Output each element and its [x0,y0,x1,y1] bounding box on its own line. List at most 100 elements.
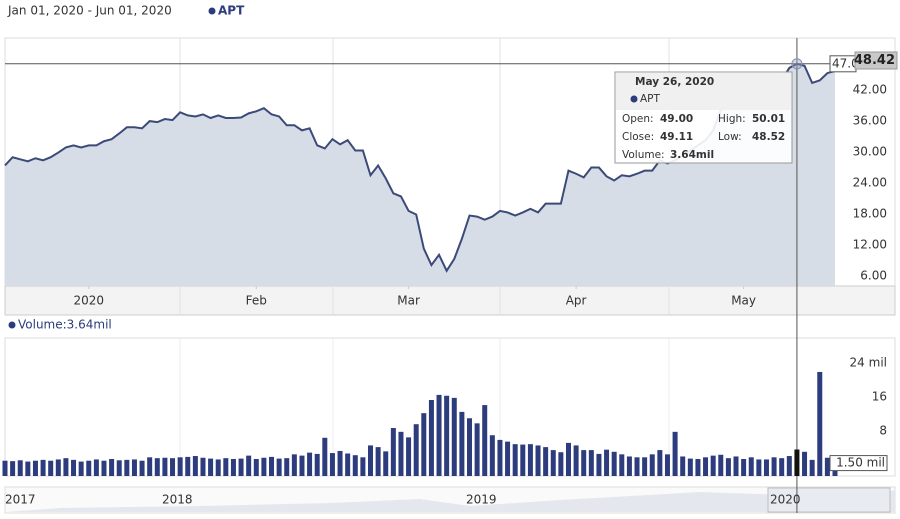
volume-bar [474,423,480,476]
volume-bar [687,458,693,476]
volume-bar [413,424,419,476]
volume-bar [154,458,160,476]
volume-bar [32,460,38,476]
y-tick-label: 12.00 [853,237,887,251]
volume-bar [619,454,625,476]
last-price-box [854,51,898,70]
volume-bar [558,452,564,476]
volume-bar [626,456,632,476]
volume-bar [55,459,61,476]
volume-bar [109,459,115,476]
legend-marker [208,7,216,15]
volume-bar [40,459,46,476]
volume-bar [497,439,503,476]
volume-bar [733,456,739,476]
volume-bar [779,458,785,476]
volume-bar [124,459,130,476]
hover-price-label: 47.0 [832,56,859,70]
volume-bar [596,453,602,476]
volume-bar [93,459,99,476]
volume-bar [390,428,396,476]
tooltip-value: 3.64mil [670,149,714,161]
volume-bar [444,395,450,476]
volume-bar [451,397,457,476]
volume-pane [4,337,896,477]
volume-bar [269,456,275,476]
y-tick-label: 24 mil [850,356,887,370]
volume-bar [299,455,305,476]
volume-bar [543,447,549,476]
tooltip-key: Volume: [622,149,665,161]
last-price-label: 48.42 [854,53,895,68]
volume-bar [581,450,587,476]
y-tick-label: 18.00 [853,207,887,221]
volume-bar [337,450,343,476]
volume-bar [223,458,229,476]
volume-bar [512,444,518,476]
volume-bar [809,459,815,476]
volume-bar [307,452,313,476]
volume-bar [824,457,830,476]
volume-bar [550,450,556,476]
y-tick-label: 24.00 [853,176,887,190]
volume-bar [314,453,320,476]
volume-bar [771,457,777,476]
volume-bar [230,459,236,476]
volume-bar [459,411,465,476]
volume-bar [86,460,92,476]
volume-bar [25,461,31,476]
volume-legend: Volume:3.64mil [18,318,112,332]
tooltip: May 26, 2020 APT Open: 49.00 High: 50.01 Close… [614,71,793,164]
y-tick-label: 6.00 [860,268,887,282]
y-tick-label: 42.00 [853,83,887,97]
price-area [5,63,835,286]
volume-bar [360,457,366,476]
volume-bar [672,431,678,476]
y-tick-label: 8 [879,423,887,437]
volume-bar [604,449,610,476]
navigator-label: 2020 [770,493,801,507]
volume-bar [63,458,69,476]
volume-bar [78,461,84,476]
y-tick-label: 16 [872,390,887,404]
volume-bar [200,457,206,476]
volume-bar [291,454,297,476]
volume-bar [505,441,511,476]
volume-bar [664,454,670,476]
volume-bar [436,394,442,476]
volume-bar [185,456,191,476]
volume-bar [101,460,107,476]
tooltip-marker [630,95,638,103]
volume-bar [162,457,168,476]
volume-bar [649,454,655,476]
volume-bar [147,457,153,476]
volume-bar [527,444,533,476]
x-tick-label: Feb [246,294,267,308]
volume-bar [192,456,198,476]
volume-bar [802,451,808,476]
volume-bar [17,460,23,476]
volume-bar [253,459,259,476]
volume-bar [657,450,663,476]
y-tick-label: 30.00 [853,145,887,159]
volume-bar [703,457,709,476]
volume-bar [215,459,221,476]
volume-bar [756,459,762,476]
volume-bar [352,455,358,476]
navigator-label: 2017 [5,493,36,507]
tooltip-value: 49.00 [660,113,693,125]
volume-bar [10,461,16,476]
volume-bar [794,449,800,476]
tooltip-value: 49.11 [660,131,693,143]
tooltip-date: May 26, 2020 [635,76,714,88]
tooltip-series: APT [640,93,661,105]
volume-bar [276,458,282,476]
volume-bar [489,435,495,476]
volume-bar [573,445,579,476]
tooltip-key: Open: [622,113,654,125]
x-tick-label: Apr [566,294,587,308]
volume-bar [261,457,267,476]
volume-bar [2,460,8,476]
navigator-range[interactable] [767,487,891,513]
